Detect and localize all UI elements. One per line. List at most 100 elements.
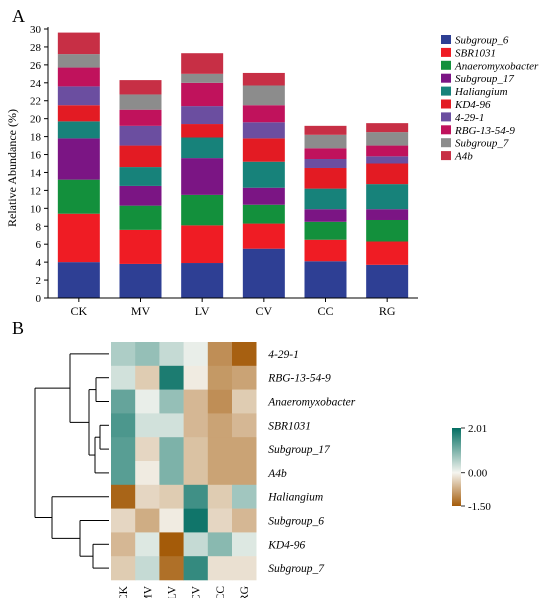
y-tick-label: 18 xyxy=(30,132,42,144)
heatmap-cell xyxy=(135,532,160,557)
y-tick-label: 26 xyxy=(30,60,42,72)
bar-segment xyxy=(119,145,162,168)
column-labels: CK MV LV CV CC RG xyxy=(118,585,251,598)
heatmap-cell xyxy=(111,365,136,390)
panel-label-a: A xyxy=(12,6,25,26)
heatmap-cell xyxy=(111,461,136,486)
bar-segment xyxy=(119,205,162,230)
legend-label: Subgroup_17 xyxy=(455,73,514,85)
bar-stack-lv xyxy=(181,53,224,298)
x-axis-ticks: CK MV LV CV CC RG xyxy=(70,298,396,318)
heatmap-cell xyxy=(159,461,184,486)
y-tick-label: 24 xyxy=(30,78,42,90)
colorbar-gradient xyxy=(452,428,461,506)
heatmap-cell xyxy=(135,556,160,581)
bar-segment xyxy=(242,138,285,162)
heatmap-cell xyxy=(135,365,160,390)
heatmap-cell xyxy=(159,413,184,438)
bar-segment xyxy=(181,82,224,107)
bar-segment xyxy=(119,185,162,206)
bar-stack-ck xyxy=(57,32,100,298)
column-label: RG xyxy=(239,586,251,598)
heatmap-cell xyxy=(232,556,257,581)
heatmap-cell xyxy=(135,484,160,509)
heatmap-cell xyxy=(232,389,257,414)
heatmap-cell xyxy=(135,461,160,486)
y-tick-label: 8 xyxy=(36,221,42,233)
bar-segment xyxy=(181,137,224,159)
legend-swatch xyxy=(441,86,451,96)
bar-segment xyxy=(304,167,347,189)
bar-segment xyxy=(366,132,409,146)
legend-swatch xyxy=(441,35,451,44)
y-tick-label: 16 xyxy=(30,150,42,162)
column-label: CC xyxy=(215,586,227,598)
legend-label: RBG-13-54-9 xyxy=(454,125,515,137)
bar-segment xyxy=(181,53,224,74)
bar-segment xyxy=(304,148,347,160)
heatmap-cell xyxy=(159,389,184,414)
colorbar-tick-label: 0.00 xyxy=(468,468,488,480)
legend-swatch xyxy=(441,47,451,57)
row-label: RBG-13-54-9 xyxy=(267,373,331,385)
heatmap-cell xyxy=(207,413,233,438)
bar-segment xyxy=(242,105,285,123)
heatmap-cell xyxy=(207,532,233,557)
heatmap-cell xyxy=(232,461,257,486)
x-tick-label: CK xyxy=(70,304,87,318)
heatmap-cell xyxy=(135,413,160,438)
bar-segment xyxy=(119,80,162,95)
legend-swatch xyxy=(441,138,451,148)
bar-segment xyxy=(57,32,100,55)
heatmap-cell xyxy=(232,437,257,462)
x-tick-label: MV xyxy=(131,304,151,318)
heatmap-cell xyxy=(207,461,233,486)
legend-swatch xyxy=(441,99,451,109)
bar-segment xyxy=(304,125,347,135)
bar-segment xyxy=(304,261,347,298)
column-label: MV xyxy=(142,585,154,598)
bar-segment xyxy=(57,121,100,139)
bar-segment xyxy=(181,124,224,138)
bar-segment xyxy=(366,184,409,210)
y-tick-label: 28 xyxy=(30,42,42,54)
bar-segment xyxy=(366,145,409,157)
heatmap-cell xyxy=(159,365,184,390)
bar-segment xyxy=(119,94,162,110)
y-tick-label: 4 xyxy=(36,257,42,269)
bar-segment xyxy=(57,179,100,214)
bar-segment xyxy=(242,161,285,188)
heatmap-cell xyxy=(232,342,257,367)
y-tick-label: 0 xyxy=(36,293,42,305)
legend-swatch xyxy=(441,112,451,122)
y-tick-label: 20 xyxy=(30,114,42,126)
bar-segment xyxy=(119,263,162,298)
y-tick-label: 6 xyxy=(36,239,42,251)
heatmap-cell xyxy=(159,532,184,557)
bar-stack-cv xyxy=(242,72,285,298)
heatmap-cell xyxy=(232,484,257,509)
panel-label-b: B xyxy=(12,318,24,338)
bar-segment xyxy=(181,263,224,298)
heatmap-cell xyxy=(183,556,209,581)
heatmap-cell xyxy=(207,365,233,390)
heatmap-cell xyxy=(232,532,257,557)
bar-segment xyxy=(242,85,285,106)
heatmap-cell xyxy=(111,484,136,509)
y-tick-label: 22 xyxy=(30,96,41,108)
row-label: KD4-96 xyxy=(267,539,305,551)
heatmap-cell xyxy=(159,508,184,533)
heatmap-cell xyxy=(111,389,136,414)
heatmap-cell xyxy=(183,365,209,390)
bar-segment xyxy=(242,204,285,224)
color-scale-bar: 2.01 0.00 -1.50 xyxy=(452,423,491,513)
heatmap-cell xyxy=(159,556,184,581)
bar-segment xyxy=(242,248,285,298)
heatmap-cell xyxy=(135,437,160,462)
x-tick-label: CV xyxy=(255,304,272,318)
legend-swatch xyxy=(441,125,451,135)
heatmap-cell xyxy=(207,484,233,509)
x-tick-label: LV xyxy=(195,304,210,318)
